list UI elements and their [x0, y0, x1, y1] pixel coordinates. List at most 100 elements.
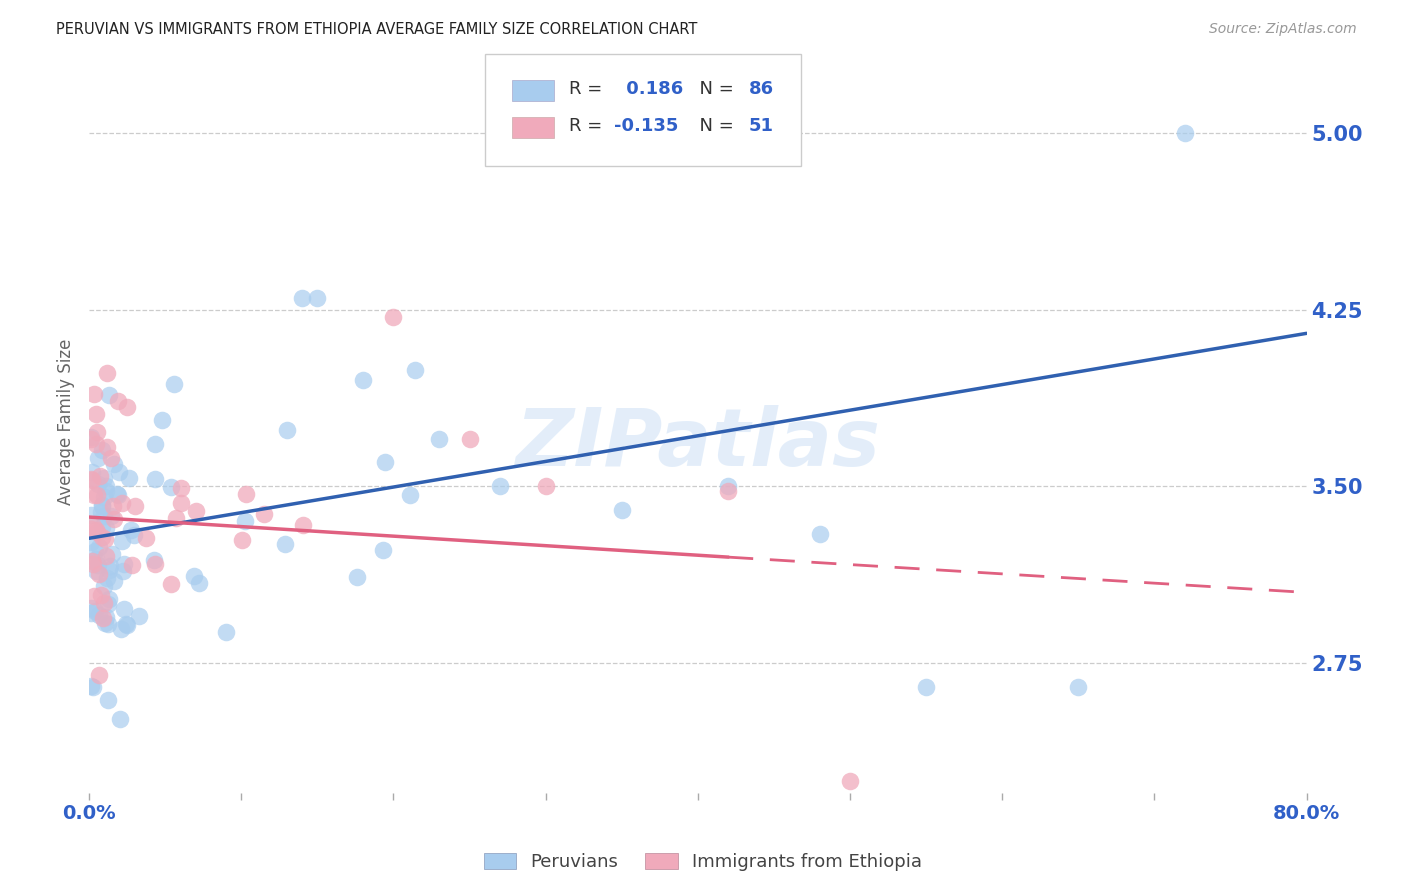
Point	[160, 480, 183, 494]
Point	[108, 465, 131, 479]
Point	[122, 528, 145, 542]
Point	[188, 575, 211, 590]
Point	[124, 499, 146, 513]
Point	[93, 611, 115, 625]
Point	[165, 511, 187, 525]
Point	[291, 517, 314, 532]
Point	[163, 377, 186, 392]
Point	[274, 536, 297, 550]
Point	[90, 498, 112, 512]
Point	[112, 602, 135, 616]
Point	[352, 374, 374, 388]
Point	[183, 569, 205, 583]
Point	[90, 530, 112, 544]
Point	[80, 680, 103, 694]
Point	[93, 508, 115, 523]
Point	[94, 479, 117, 493]
Point	[94, 609, 117, 624]
Point	[371, 542, 394, 557]
Point	[143, 473, 166, 487]
Point	[382, 310, 405, 324]
Point	[86, 437, 108, 451]
Point	[1067, 680, 1090, 694]
Point	[80, 465, 103, 479]
Point	[105, 487, 128, 501]
FancyBboxPatch shape	[512, 118, 554, 138]
Point	[184, 504, 207, 518]
Point	[91, 500, 114, 514]
Point	[93, 596, 115, 610]
Point	[111, 533, 134, 548]
Point	[101, 499, 124, 513]
Point	[170, 496, 193, 510]
Point	[79, 472, 101, 486]
Point	[89, 567, 111, 582]
Point	[80, 474, 103, 488]
Point	[90, 520, 112, 534]
Point	[610, 503, 633, 517]
Point	[115, 616, 138, 631]
Text: N =: N =	[688, 80, 740, 98]
Text: 0.186: 0.186	[620, 80, 683, 98]
Point	[839, 773, 862, 788]
Y-axis label: Average Family Size: Average Family Size	[58, 338, 75, 505]
Point	[90, 505, 112, 519]
Point	[374, 455, 396, 469]
Text: 51: 51	[749, 118, 773, 136]
Point	[98, 592, 121, 607]
Point	[103, 512, 125, 526]
Point	[84, 604, 107, 618]
Point	[235, 487, 257, 501]
Point	[111, 496, 134, 510]
Point	[111, 564, 134, 578]
Point	[489, 479, 512, 493]
Text: PERUVIAN VS IMMIGRANTS FROM ETHIOPIA AVERAGE FAMILY SIZE CORRELATION CHART: PERUVIAN VS IMMIGRANTS FROM ETHIOPIA AVE…	[56, 22, 697, 37]
Point	[86, 425, 108, 439]
Point	[94, 615, 117, 630]
Point	[307, 291, 329, 305]
Point	[115, 618, 138, 632]
Point	[79, 522, 101, 536]
Point	[96, 440, 118, 454]
Point	[89, 468, 111, 483]
Point	[143, 553, 166, 567]
Point	[135, 531, 157, 545]
Point	[83, 387, 105, 401]
Point	[80, 554, 103, 568]
Point	[107, 393, 129, 408]
Point	[84, 552, 107, 566]
Point	[96, 483, 118, 498]
Point	[118, 470, 141, 484]
Point	[93, 579, 115, 593]
Point	[100, 508, 122, 523]
Text: N =: N =	[688, 118, 740, 136]
Point	[84, 564, 107, 578]
Point	[86, 487, 108, 501]
Point	[404, 363, 426, 377]
Point	[80, 606, 103, 620]
Point	[346, 569, 368, 583]
Point	[120, 523, 142, 537]
Point	[90, 442, 112, 457]
Point	[534, 479, 557, 493]
Point	[107, 487, 129, 501]
Point	[101, 547, 124, 561]
Point	[94, 532, 117, 546]
Text: ZIPatlas: ZIPatlas	[515, 405, 880, 483]
Point	[79, 534, 101, 549]
Point	[115, 400, 138, 414]
Point	[86, 477, 108, 491]
Legend: Peruvians, Immigrants from Ethiopia: Peruvians, Immigrants from Ethiopia	[477, 846, 929, 879]
Point	[97, 616, 120, 631]
Point	[79, 601, 101, 615]
Point	[82, 519, 104, 533]
Point	[717, 484, 740, 499]
Point	[103, 457, 125, 471]
Text: R =: R =	[569, 118, 607, 136]
Point	[83, 544, 105, 558]
Point	[169, 481, 191, 495]
Point	[86, 524, 108, 539]
Point	[98, 563, 121, 577]
Point	[427, 433, 450, 447]
Point	[82, 557, 104, 571]
